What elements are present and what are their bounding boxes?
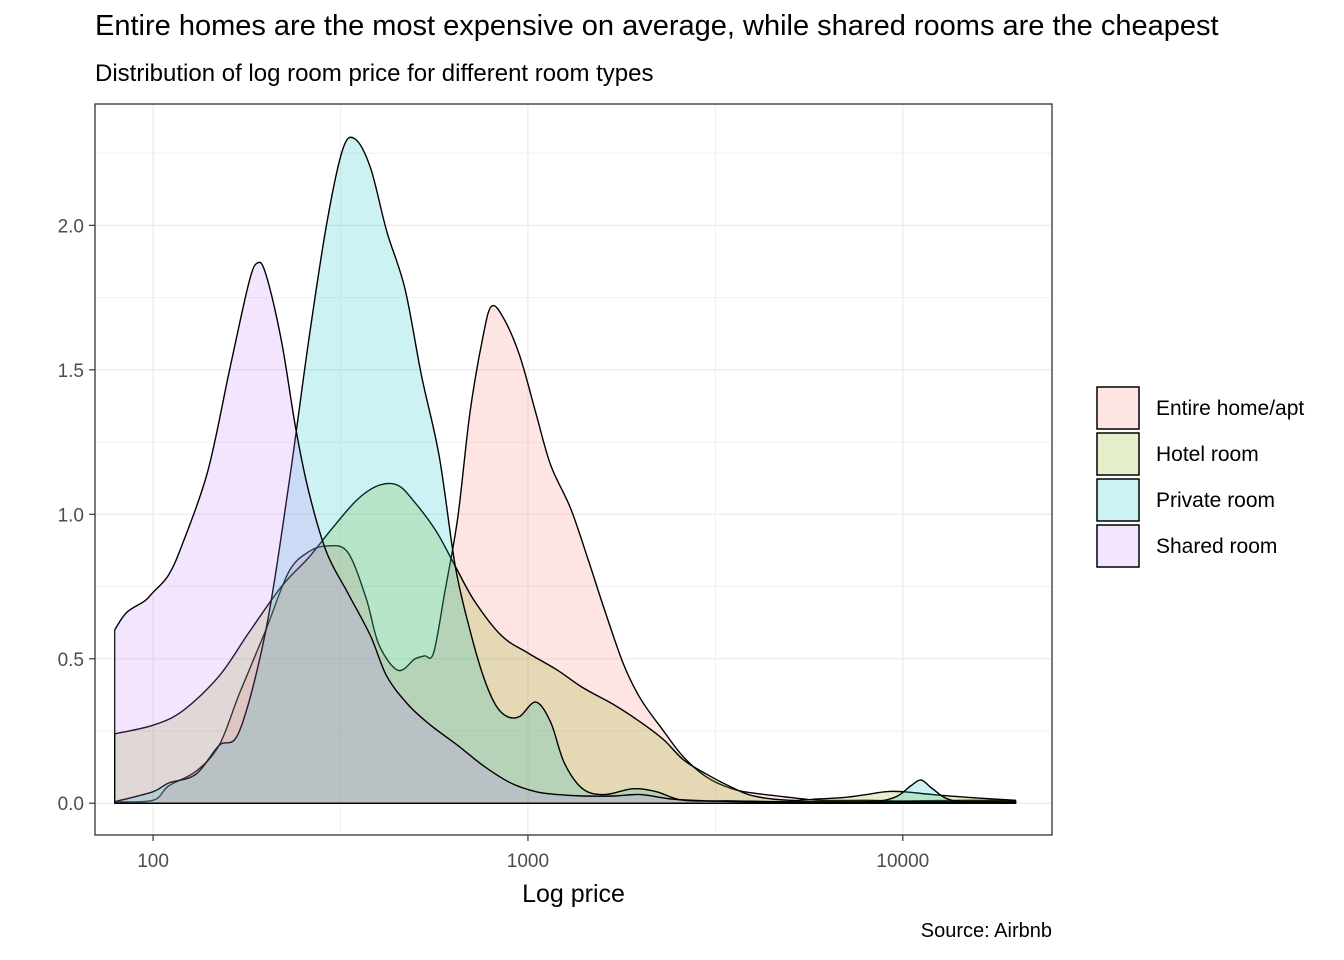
density-line-hotel-room — [114, 482, 1016, 802]
axis-ticks: 0.0 0.5 1.0 1.5 2.0 100 1000 10000 — [58, 216, 930, 872]
legend-key-bg — [1097, 387, 1139, 429]
y-tick-label: 0.0 — [58, 794, 84, 815]
y-tick-label: 2.0 — [58, 216, 84, 237]
chart-title: Entire homes are the most expensive on a… — [95, 10, 1219, 42]
legend-label: Hotel room — [1156, 443, 1259, 466]
y-tick-label: 0.5 — [58, 650, 84, 671]
legend-label: Entire home/apt — [1156, 397, 1304, 420]
legend-key-bg — [1097, 525, 1139, 567]
x-tick-label: 10000 — [876, 851, 929, 872]
legend-key — [1096, 386, 1140, 430]
chart-subtitle: Distribution of log room price for diffe… — [95, 60, 654, 87]
legend-label: Private room — [1156, 489, 1275, 512]
legend-key-bg — [1097, 433, 1139, 475]
y-tick-label: 1.0 — [58, 505, 84, 526]
density-line-shared-room — [114, 261, 1016, 803]
legend-key — [1096, 478, 1140, 522]
chart-caption: Source: Airbnb — [920, 920, 1052, 942]
density-fill-shared-room — [114, 262, 1016, 804]
density-areas — [114, 136, 1017, 804]
x-axis-title: Log price — [522, 880, 625, 908]
density-line-entire-home-apt — [114, 304, 1016, 803]
legend: Entire home/apt Hotel room Private room Sha… — [1096, 386, 1304, 568]
panel-border — [94, 103, 1053, 836]
density-fill-entire-home-apt — [114, 305, 1016, 804]
legend-key — [1096, 432, 1140, 476]
legend-key — [1096, 524, 1140, 568]
legend-label: Shared room — [1156, 535, 1277, 558]
legend-key-bg — [1097, 479, 1139, 521]
x-tick-label: 1000 — [507, 851, 549, 872]
y-tick-label: 1.5 — [58, 361, 84, 382]
x-tick-label: 100 — [137, 851, 169, 872]
density-fill-private-room — [114, 137, 1016, 804]
density-fill-hotel-room — [114, 483, 1016, 804]
